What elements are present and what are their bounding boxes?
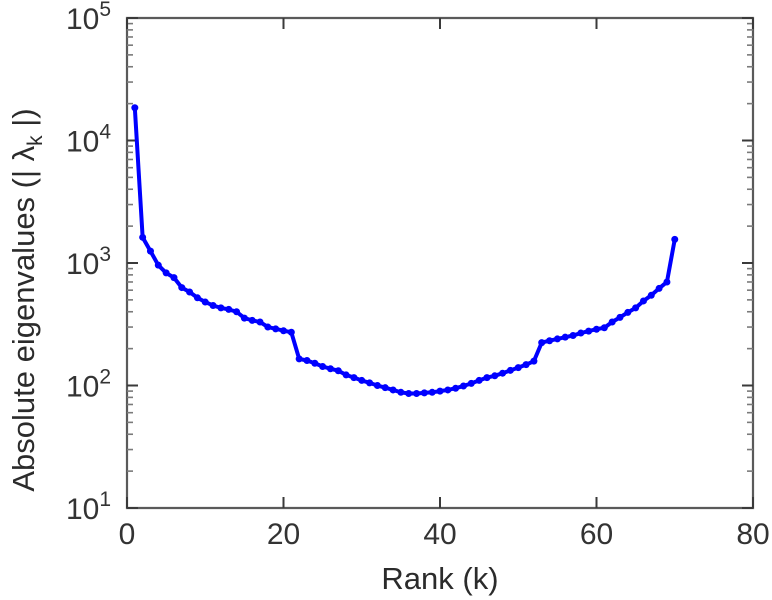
data-point xyxy=(201,298,209,306)
x-tick-label: 40 xyxy=(423,518,456,551)
data-point xyxy=(522,361,530,369)
x-axis-title-text: Rank (k) xyxy=(381,561,498,596)
data-point xyxy=(452,384,460,392)
data-point xyxy=(264,323,272,331)
data-point xyxy=(585,327,593,335)
data-point xyxy=(577,329,585,337)
data-point xyxy=(373,382,381,389)
x-tick-label: 80 xyxy=(736,518,769,551)
data-point xyxy=(655,284,663,292)
data-point xyxy=(538,339,546,347)
data-point xyxy=(233,308,241,316)
data-point xyxy=(154,261,162,269)
data-point xyxy=(420,389,428,397)
data-point xyxy=(413,390,421,398)
data-point xyxy=(624,308,632,316)
data-point xyxy=(358,376,366,384)
data-point xyxy=(319,362,327,370)
data-point xyxy=(209,301,217,309)
data-point xyxy=(514,364,522,372)
data-point xyxy=(600,324,608,332)
data-point xyxy=(444,386,452,394)
data-point xyxy=(405,390,413,398)
data-point xyxy=(561,333,569,341)
data-point xyxy=(146,247,154,255)
data-point xyxy=(295,355,303,363)
data-point xyxy=(632,304,640,312)
data-point xyxy=(381,384,389,392)
eigenvalue-markers xyxy=(131,104,679,398)
data-point xyxy=(217,304,225,312)
data-point xyxy=(350,374,358,382)
data-point xyxy=(506,366,514,374)
data-point xyxy=(608,318,616,326)
data-point xyxy=(491,372,499,380)
data-point xyxy=(287,328,295,336)
data-point xyxy=(186,288,194,296)
data-point xyxy=(193,294,201,302)
data-point xyxy=(663,278,671,286)
y-tick-label: 104 xyxy=(66,121,111,159)
data-point xyxy=(428,388,436,396)
y-tick-label: 103 xyxy=(66,243,111,281)
data-point xyxy=(162,269,170,277)
data-point xyxy=(334,367,342,375)
data-point xyxy=(616,313,624,321)
data-point xyxy=(248,316,256,324)
svg-text:Absolute eigenvalues (| λk |): Absolute eigenvalues (| λk |) xyxy=(6,108,47,491)
x-tick-label: 0 xyxy=(119,518,136,551)
data-point xyxy=(366,379,374,387)
data-point xyxy=(671,235,679,243)
data-point xyxy=(342,371,350,379)
eigenvalue-line xyxy=(132,105,677,396)
axes-frame xyxy=(125,16,755,510)
y-tick-label: 105 xyxy=(66,0,111,36)
data-point xyxy=(483,374,491,382)
data-point xyxy=(639,297,647,305)
data-point xyxy=(475,376,483,384)
data-point xyxy=(131,104,139,112)
x-axis-ticks: 0 20 40 60 80 xyxy=(119,18,770,551)
data-point xyxy=(303,357,311,364)
data-point xyxy=(499,369,507,377)
data-point xyxy=(459,382,467,390)
y-axis-title-tail: |) xyxy=(6,108,41,135)
data-point xyxy=(311,359,319,367)
data-point xyxy=(647,291,655,299)
x-tick-label: 20 xyxy=(267,518,300,551)
data-point xyxy=(467,379,475,387)
data-point xyxy=(139,233,147,241)
data-point xyxy=(569,331,577,339)
y-axis-title-main: Absolute eigenvalues (| λ xyxy=(6,145,41,491)
data-point xyxy=(272,325,280,333)
y-axis-title: Absolute eigenvalues (| λk |) xyxy=(6,108,47,491)
data-point xyxy=(256,318,264,326)
data-point xyxy=(240,314,248,322)
data-point xyxy=(280,327,287,335)
x-tick-label: 60 xyxy=(580,518,613,551)
y-axis-ticks: 101 102 103 104 105 xyxy=(66,0,753,526)
x-axis-title: Rank (k) xyxy=(381,561,498,596)
y-tick-label: 101 xyxy=(66,488,111,526)
y-tick-label: 102 xyxy=(66,366,111,404)
y-axis-title-subscript: k xyxy=(24,135,47,146)
data-series-group xyxy=(131,104,679,398)
data-point xyxy=(593,325,600,333)
data-point xyxy=(170,274,178,282)
data-point xyxy=(436,387,444,395)
data-point xyxy=(530,357,538,365)
data-point xyxy=(389,386,397,394)
data-point xyxy=(326,365,334,373)
data-point xyxy=(546,337,554,345)
data-point xyxy=(178,284,186,292)
data-point xyxy=(397,388,405,396)
data-point xyxy=(553,335,561,343)
data-point xyxy=(225,305,233,313)
